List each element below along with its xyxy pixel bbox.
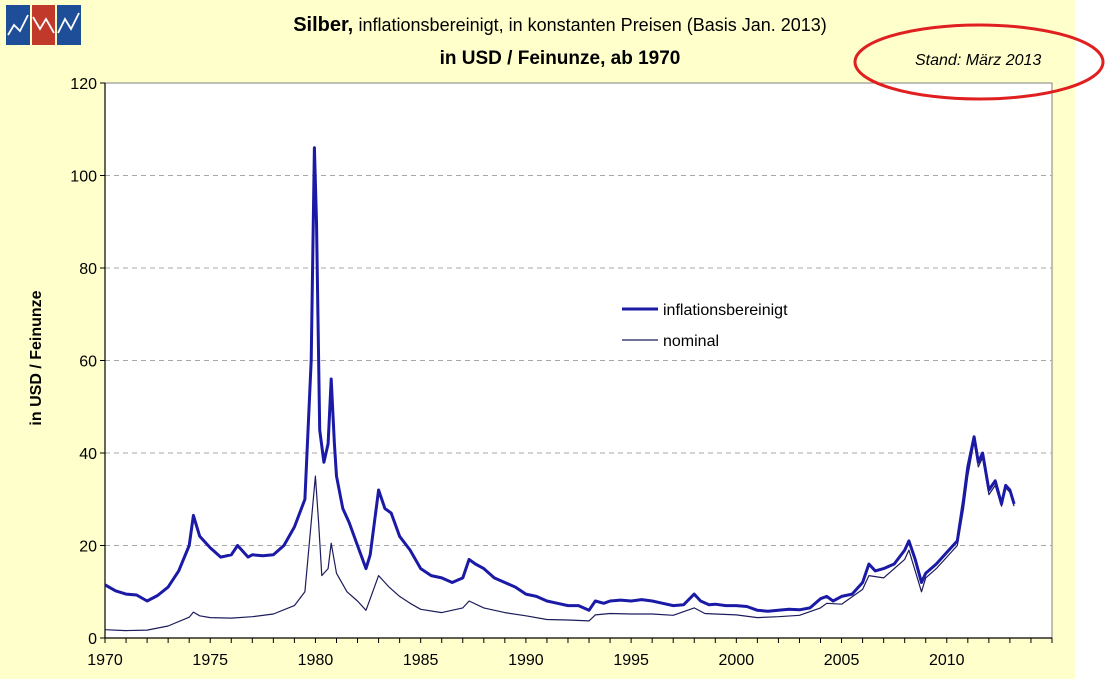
- x-tick-label: 1980: [298, 652, 334, 669]
- x-tick-label: 2000: [719, 652, 755, 669]
- legend-label-nominal: nominal: [663, 333, 719, 350]
- x-tick-label: 1985: [403, 652, 439, 669]
- logo-square-blue-2: [57, 5, 82, 45]
- x-tick-label: 2010: [929, 652, 965, 669]
- y-tick-label: 120: [70, 76, 97, 93]
- x-tick-label: 1975: [192, 652, 228, 669]
- chart-title-rest: inflationsbereinigt, in konstanten Preis…: [358, 15, 827, 35]
- x-tick-label: 1995: [613, 652, 649, 669]
- logo-square-blue: [6, 5, 30, 45]
- logo-square-red: [31, 5, 56, 45]
- y-tick-label: 20: [79, 539, 97, 556]
- series-line-nominal: [104, 440, 1015, 632]
- x-tick-label: 2005: [824, 652, 860, 669]
- y-tick-label: 80: [79, 261, 97, 278]
- x-tick-label: 1970: [87, 652, 123, 669]
- y-tick-label: 0: [88, 631, 97, 648]
- legend-label-inflationsbereinigt: inflationsbereinigt: [663, 302, 788, 319]
- chart-title: Silber, inflationsbereinigt, in konstant…: [140, 14, 980, 37]
- y-tick-label: 60: [79, 354, 97, 371]
- zigzag-chart-logo-icon: [6, 5, 82, 45]
- chart-title-bold: Silber,: [293, 14, 354, 36]
- y-tick-label: 40: [79, 446, 97, 463]
- stand-label: Stand: März 2013: [915, 52, 1042, 69]
- y-tick-label: 100: [70, 169, 97, 186]
- highlight-ellipse: [853, 23, 1105, 101]
- series-line-inflationsbereinigt: [104, 146, 1016, 613]
- chart-subtitle: in USD / Feinunze, ab 1970: [439, 48, 681, 69]
- x-tick-label: 1990: [508, 652, 544, 669]
